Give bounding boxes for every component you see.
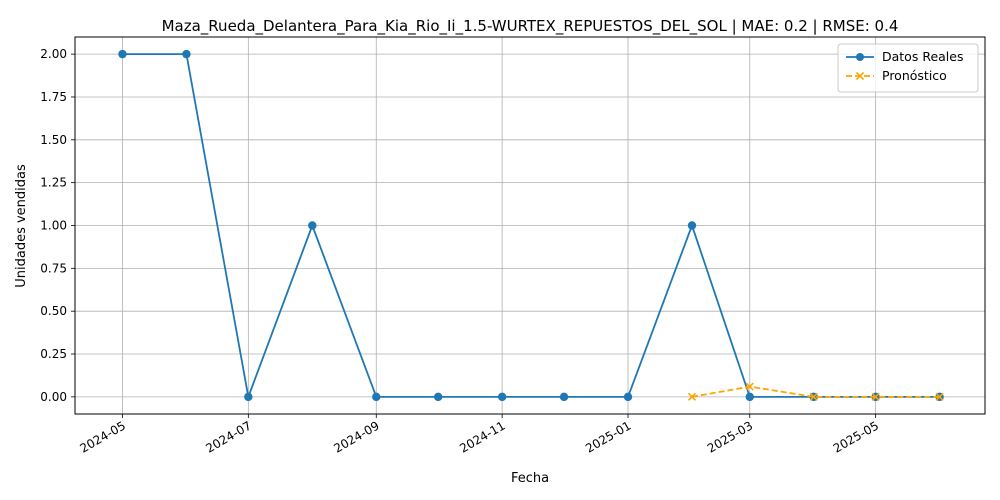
legend-marker-pronostico — [855, 71, 865, 81]
series-line-datos-reales — [122, 53, 940, 401]
legend-frame — [837, 43, 979, 93]
data-point-datos-reales — [244, 392, 253, 402]
grid — [75, 37, 985, 414]
data-point-datos-reales — [182, 49, 191, 59]
data-point-pronostico — [935, 392, 944, 401]
y-axis-label: Unidades vendidas — [14, 164, 29, 288]
legend-label-datos-reales: Datos Reales — [882, 49, 963, 64]
x-axis: 2024-05 2024-07 2024-09 2024-11 2025-01 2025-… — [78, 414, 881, 456]
data-point-datos-reales — [433, 392, 443, 402]
data-point-datos-reales — [559, 392, 569, 402]
data-point-datos-reales — [497, 392, 507, 402]
y-tick-label: 0.75 — [40, 261, 67, 275]
y-tick-label: 1.50 — [40, 133, 67, 147]
y-tick-label: 1.75 — [40, 90, 67, 104]
x-tick-label: 2024-11 — [457, 418, 507, 455]
y-tick-label: 0.50 — [40, 304, 67, 318]
y-axis: 0.00 0.25 0.50 0.75 1.00 1.25 1.50 1.75 2.00 — [40, 47, 75, 404]
y-tick-label: 0.25 — [40, 347, 67, 361]
series-line-pronostico — [691, 385, 940, 398]
data-point-datos-reales — [687, 221, 697, 230]
x-tick-label: 2025-03 — [705, 418, 755, 455]
legend: Datos Reales Pronóstico — [837, 43, 979, 93]
data-point-datos-reales — [745, 392, 754, 402]
x-tick-label: 2025-01 — [583, 418, 633, 455]
y-tick-label: 1.25 — [40, 176, 67, 190]
x-tick-label: 2025-05 — [831, 418, 881, 455]
data-point-pronostico — [871, 392, 880, 401]
x-tick-label: 2024-07 — [203, 418, 253, 455]
legend-marker-datos-reales — [856, 53, 864, 61]
series-layer — [118, 49, 944, 402]
x-tick-label: 2024-05 — [78, 418, 128, 455]
x-axis-label: Fecha — [511, 471, 549, 486]
legend-label-pronostico: Pronóstico — [882, 68, 947, 83]
x-tick-label: 2024-09 — [331, 418, 381, 455]
data-point-pronostico — [687, 392, 697, 401]
data-point-pronostico — [809, 392, 818, 401]
chart-title: Maza_Rueda_Delantera_Para_Kia_Rio_Ii_1.5… — [162, 17, 899, 36]
y-tick-label: 0.00 — [40, 390, 67, 404]
data-point-pronostico — [745, 382, 754, 391]
data-point-datos-reales — [118, 49, 127, 59]
y-tick-label: 2.00 — [40, 47, 67, 61]
y-tick-label: 1.00 — [40, 219, 67, 233]
data-point-datos-reales — [623, 392, 633, 402]
data-point-datos-reales — [372, 392, 381, 402]
data-point-datos-reales — [308, 221, 317, 230]
